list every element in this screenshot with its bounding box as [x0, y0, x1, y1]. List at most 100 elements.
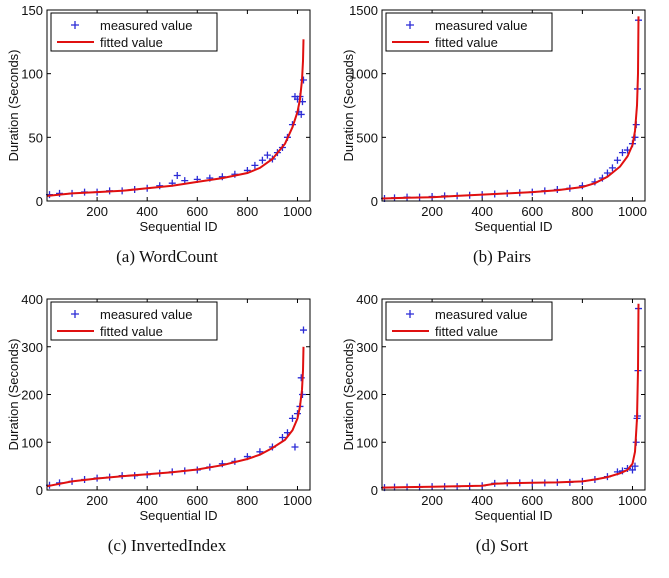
- x-tick-label: 400: [471, 493, 493, 508]
- measured-point: [56, 189, 64, 197]
- legend-measured-label: measured value: [100, 18, 193, 33]
- y-axis-label: Duration (Seconds): [6, 50, 21, 162]
- caption-wordcount: (a) WordCount: [116, 247, 218, 266]
- legend-fitted-label: fitted value: [435, 324, 498, 339]
- y-tick-label: 200: [21, 388, 43, 403]
- plot-frame: [46, 9, 311, 202]
- measured-point: [251, 161, 259, 169]
- measured-point: [278, 433, 286, 441]
- legend: measured value fitted value: [385, 12, 553, 52]
- legend-box: [50, 301, 218, 341]
- y-tick-label: 500: [356, 130, 378, 145]
- legend: measured value fitted value: [50, 12, 218, 52]
- legend: measured value fitted value: [385, 301, 553, 341]
- fitted-line: [47, 39, 305, 197]
- chart-wordcount: 200 400 600 800 1000 0 50 100 150 Sequential ID Du…: [6, 3, 312, 234]
- y-tick-label: 1000: [349, 67, 378, 82]
- x-tick-label: 1000: [618, 493, 647, 508]
- legend-measured-marker: [71, 21, 79, 29]
- panel-wordcount: 200 400 600 800 1000 0 50 100 150 Sequential ID Du…: [0, 0, 334, 289]
- x-tick-label: 1000: [618, 204, 647, 219]
- legend-measured-label: measured value: [435, 307, 528, 322]
- y-tick-label: 300: [21, 340, 43, 355]
- y-tick-label: 0: [36, 194, 43, 209]
- x-tick-label: 800: [572, 204, 594, 219]
- caption-pairs: (b) Pairs: [472, 247, 532, 266]
- y-tick-label: 0: [371, 483, 378, 498]
- chart-invertedindex: 200 400 600 800 10000100200300400Sequential …: [6, 292, 312, 523]
- y-tick-label: 100: [356, 435, 378, 450]
- y-tick-label: 50: [29, 130, 43, 145]
- legend-measured-marker: [406, 21, 414, 29]
- y-tick-label: 150: [21, 3, 43, 18]
- x-tick-label: 1000: [283, 204, 312, 219]
- fitted-line: [382, 303, 640, 489]
- y-tick-label: 1500: [349, 3, 378, 18]
- x-tick-label: 200: [86, 204, 108, 219]
- x-tick-label: 200: [421, 493, 443, 508]
- x-tick-label: 600: [521, 493, 543, 508]
- measured-point: [299, 326, 307, 334]
- legend-fitted-label: fitted value: [435, 35, 498, 50]
- y-tick-label: 0: [36, 483, 43, 498]
- plot-frame: [46, 298, 311, 491]
- y-tick-label: 300: [356, 340, 378, 355]
- x-tick-label: 800: [572, 493, 594, 508]
- legend-box: [50, 12, 218, 52]
- x-tick-label: 400: [136, 204, 158, 219]
- y-axis-label: Duration (Seconds): [341, 50, 356, 162]
- measured-point: [173, 172, 181, 180]
- x-axis-label: Sequential ID: [474, 508, 552, 523]
- x-tick-label: 800: [237, 493, 259, 508]
- legend-measured-label: measured value: [100, 307, 193, 322]
- measured-point: [263, 151, 271, 159]
- x-tick-label: 200: [86, 493, 108, 508]
- measured-point: [258, 156, 266, 164]
- measured-point: [291, 443, 299, 451]
- y-tick-label: 400: [21, 292, 43, 307]
- y-axis-label: Duration (Seconds): [341, 339, 356, 451]
- measured-point: [618, 149, 626, 157]
- y-tick-label: 0: [371, 194, 378, 209]
- x-tick-label: 600: [521, 204, 543, 219]
- legend-measured-marker: [71, 310, 79, 318]
- chart-sort: 200 400 600 800 10000100200300400Sequential …: [341, 292, 647, 523]
- fitted-line: [47, 346, 305, 488]
- x-tick-label: 400: [471, 204, 493, 219]
- measured-point: [288, 414, 296, 422]
- y-tick-label: 400: [356, 292, 378, 307]
- x-tick-label: 200: [421, 204, 443, 219]
- measured-point: [613, 156, 621, 164]
- x-axis-label: Sequential ID: [474, 219, 552, 234]
- legend: measured value fitted value: [50, 301, 218, 341]
- panel-sort: 200 400 600 800 1000 0 100 200 300 400 Sequential …: [335, 289, 669, 578]
- chart-pairs: 200 400 600 800 1000 0 500 1000 1500 Sequential I…: [341, 3, 647, 234]
- y-tick-label: 100: [21, 67, 43, 82]
- x-axis-label: Sequential ID: [139, 508, 217, 523]
- plot-frame: [381, 9, 646, 202]
- x-tick-label: 1000: [283, 493, 312, 508]
- fitted-line: [382, 16, 640, 200]
- x-tick-label: 600: [186, 204, 208, 219]
- measured-point: [608, 164, 616, 172]
- measured-point: [297, 110, 305, 118]
- legend-measured-marker: [406, 310, 414, 318]
- caption-invertedindex: (c) InvertedIndex: [107, 536, 227, 555]
- y-tick-label: 100: [21, 435, 43, 450]
- y-axis-label: Duration (Seconds): [6, 339, 21, 451]
- legend-fitted-label: fitted value: [100, 35, 163, 50]
- measured-point: [156, 182, 164, 190]
- plot-frame: [381, 298, 646, 491]
- panel-pairs: 200 400 600 800 1000 0 500 1000 1500 Sequential I…: [335, 0, 669, 289]
- legend-fitted-label: fitted value: [100, 324, 163, 339]
- legend-measured-label: measured value: [435, 18, 528, 33]
- panel-invertedindex: 200 400 600 800 1000 0 100 200 300 400 Sequential …: [0, 289, 334, 578]
- y-tick-label: 200: [356, 388, 378, 403]
- measured-point: [631, 462, 639, 470]
- x-tick-label: 800: [237, 204, 259, 219]
- measured-point: [628, 466, 636, 474]
- x-axis-label: Sequential ID: [139, 219, 217, 234]
- measured-point: [603, 169, 611, 177]
- caption-sort: (d) Sort: [475, 536, 529, 555]
- legend-box: [385, 301, 553, 341]
